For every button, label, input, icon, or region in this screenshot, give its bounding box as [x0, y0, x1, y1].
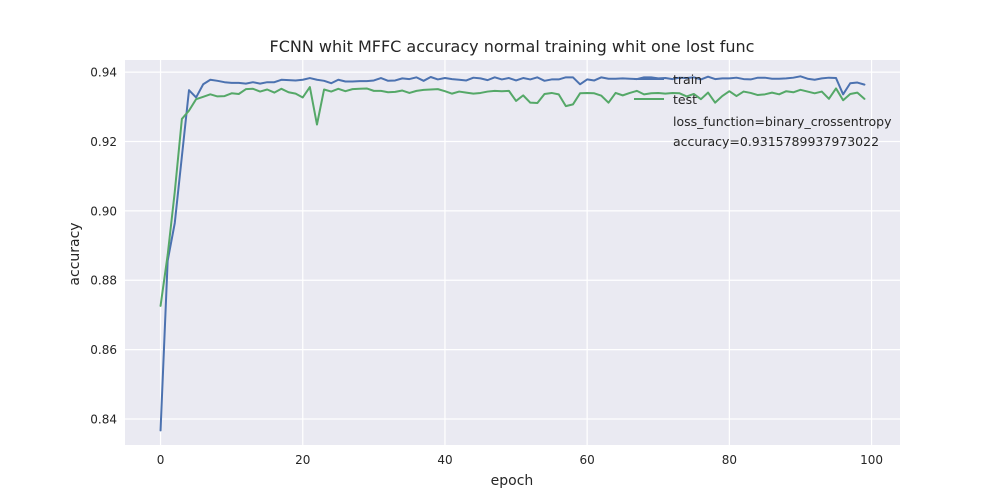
- legend-label-test: test: [673, 92, 697, 107]
- legend-loss-function: loss_function=binary_crossentropy: [673, 114, 892, 129]
- legend-label-train: train: [673, 72, 702, 87]
- y-tick-label: 0.92: [90, 135, 117, 149]
- chart-title: FCNN whit MFFC accuracy normal training …: [270, 37, 755, 56]
- x-tick-label: 60: [580, 453, 595, 467]
- y-tick-label: 0.88: [90, 274, 117, 288]
- series-line-train: [159, 75, 866, 432]
- x-tick-label: 100: [860, 453, 883, 467]
- x-tick-label: 20: [295, 453, 310, 467]
- plot-area: [125, 60, 900, 445]
- x-tick-label: 0: [157, 453, 165, 467]
- x-axis-label: epoch: [491, 473, 534, 489]
- series-line-test: [159, 86, 866, 307]
- grid: [125, 60, 900, 445]
- x-tick-label: 40: [437, 453, 452, 467]
- y-tick-label: 0.84: [90, 412, 117, 426]
- legend: train test loss_function=binary_crossent…: [634, 72, 892, 149]
- legend-accuracy: accuracy=0.9315789937973022: [673, 134, 879, 149]
- y-tick-label: 0.90: [90, 204, 117, 218]
- y-tick-label: 0.86: [90, 343, 117, 357]
- series-layer: [159, 75, 866, 432]
- x-tick-label: 80: [722, 453, 737, 467]
- x-tick-labels: 0 20 40 60 80 100: [157, 453, 883, 467]
- y-tick-labels: 0.84 0.86 0.88 0.90 0.92 0.94: [90, 66, 117, 427]
- y-tick-label: 0.94: [90, 66, 117, 80]
- y-axis-label: accuracy: [67, 222, 83, 285]
